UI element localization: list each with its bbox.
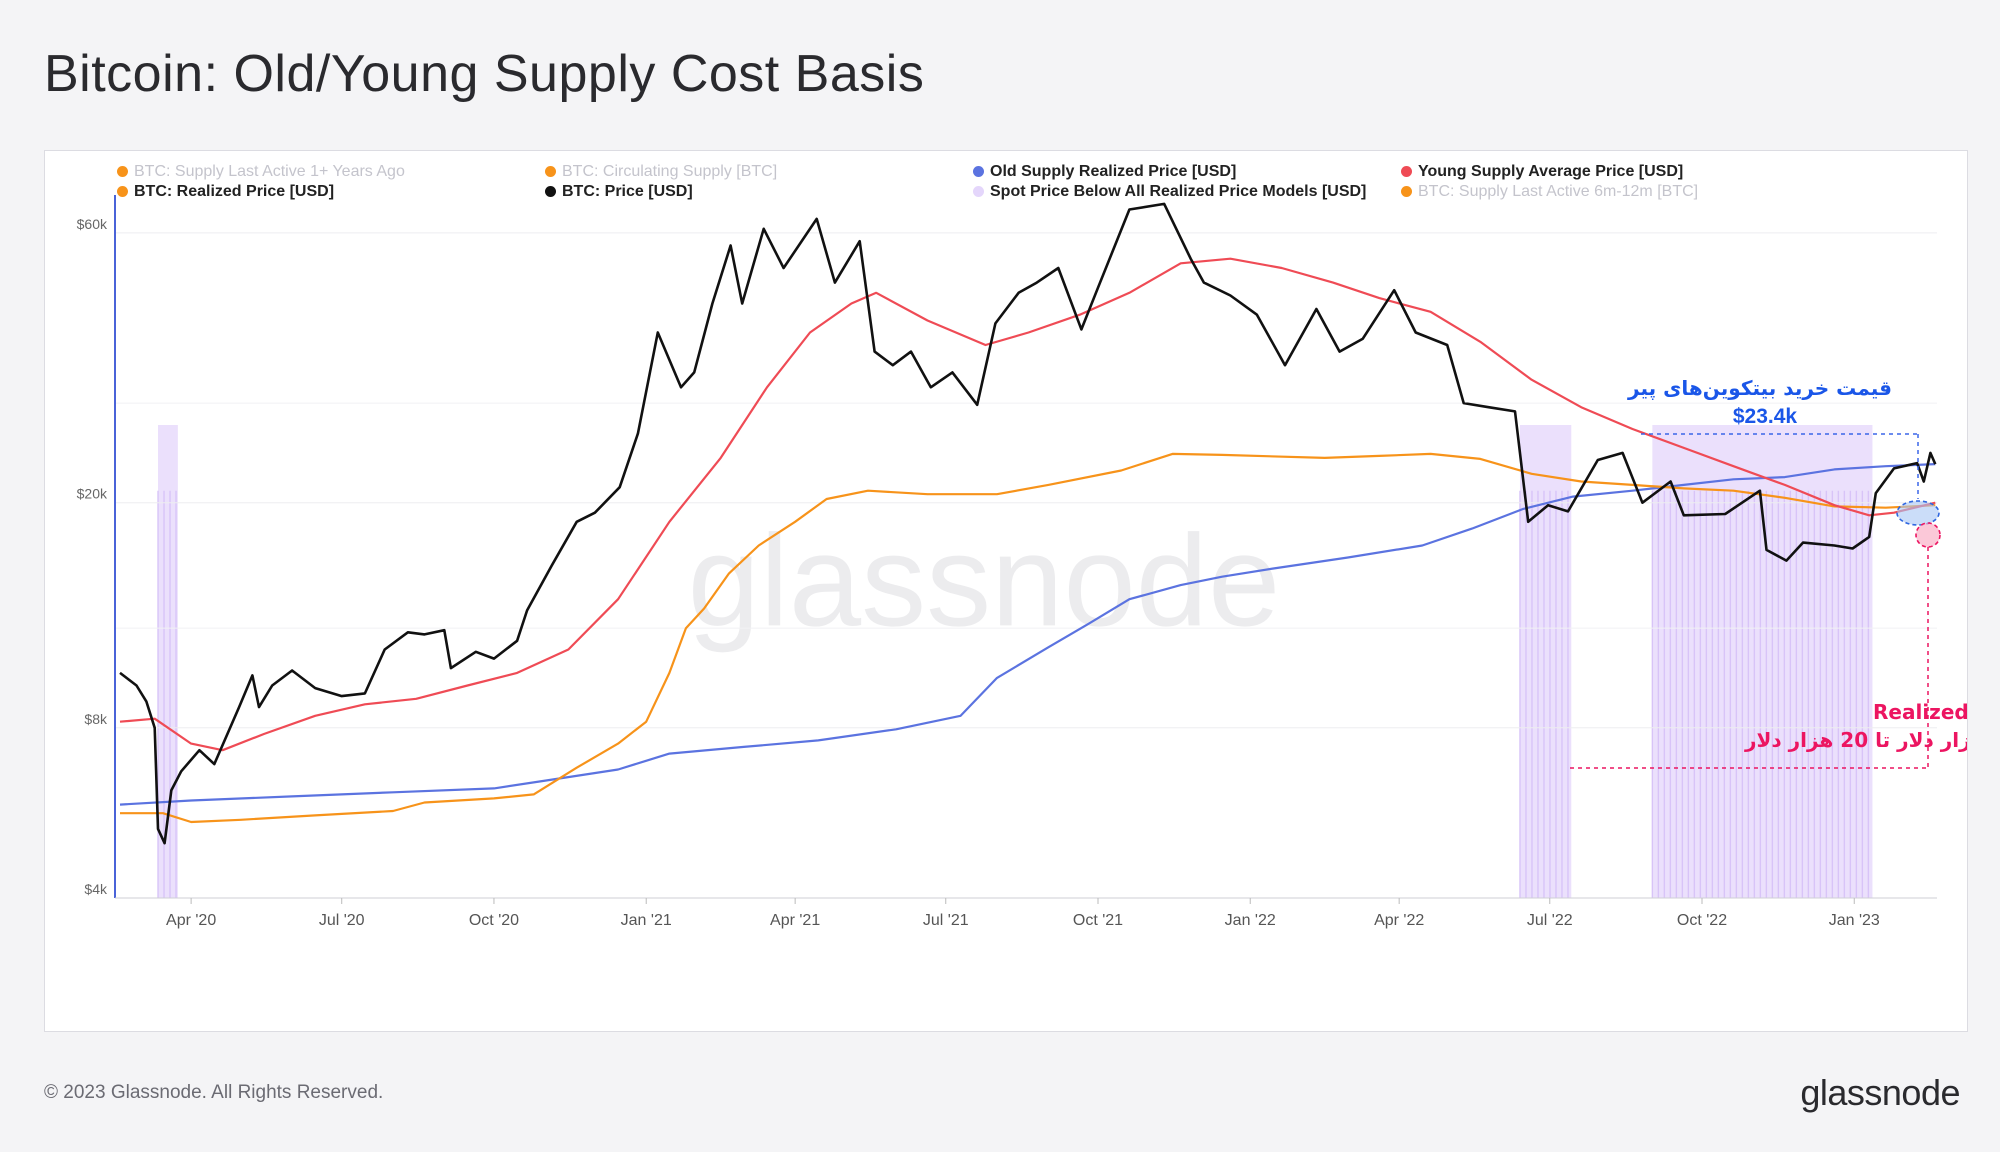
young-price-marker-ring — [1915, 522, 1941, 548]
x-tick-label: Jul '22 — [1527, 912, 1573, 929]
chart-legend: BTC: Supply Last Active 1+ Years Ago BTC… — [117, 163, 1917, 207]
chart-plot: glassnode $4k $8k $20k $60k Apr '20 Jul '20 Oc… — [77, 195, 1967, 929]
y-tick-label: $20k — [77, 486, 108, 502]
young-annotation-line1: قیمت خرید بیتکوین‌های جوان + Realized Pr… — [1873, 700, 1967, 724]
x-tick-label: Oct '21 — [1073, 912, 1123, 929]
x-tick-label: Oct '22 — [1677, 912, 1727, 929]
legend-item-old-supply-realized[interactable]: Old Supply Realized Price [USD] — [973, 163, 1236, 181]
x-tick-label: Oct '20 — [469, 912, 519, 929]
watermark: glassnode — [688, 507, 1281, 653]
legend-item-circulating-supply[interactable]: BTC: Circulating Supply [BTC] — [545, 163, 777, 181]
x-tick-label: Jan '22 — [1225, 912, 1276, 929]
legend-item-supply-6m-12m[interactable]: BTC: Supply Last Active 6m-12m [BTC] — [1401, 183, 1698, 201]
y-tick-label: $60k — [77, 216, 108, 232]
x-tick-label: Jan '21 — [621, 912, 672, 929]
shaded-region — [1519, 425, 1572, 898]
legend-dot-icon — [545, 186, 556, 197]
old-price-marker-ring — [1896, 500, 1940, 526]
legend-dot-icon — [545, 166, 556, 177]
y-tick-label: $4k — [84, 881, 108, 897]
page-title: Bitcoin: Old/Young Supply Cost Basis — [44, 45, 925, 103]
x-tick-label: Jul '20 — [319, 912, 365, 929]
y-tick-label: $8k — [84, 711, 108, 727]
shaded-region — [1652, 425, 1873, 898]
x-tick-label: Apr '21 — [770, 912, 820, 929]
glassnode-logo[interactable]: glassnode — [1800, 1072, 1960, 1113]
young-annotation-line2: 19.8 هزار دلار تا 20 هزار دلار — [1744, 728, 1967, 752]
legend-item-btc-price[interactable]: BTC: Price [USD] — [545, 183, 693, 201]
legend-item-young-supply-avg[interactable]: Young Supply Average Price [USD] — [1401, 163, 1683, 181]
footer-copyright: © 2023 Glassnode. All Rights Reserved. — [44, 1082, 384, 1103]
x-tick-label: Apr '20 — [166, 912, 216, 929]
chart-card: BTC: Supply Last Active 1+ Years Ago BTC… — [44, 150, 1968, 1032]
legend-dot-icon — [117, 186, 128, 197]
legend-item-realized-price[interactable]: BTC: Realized Price [USD] — [117, 183, 334, 201]
x-tick-label: Apr '22 — [1374, 912, 1424, 929]
legend-dot-icon — [1401, 166, 1412, 177]
old-annotation-line2: $23.4k — [1733, 405, 1798, 428]
legend-dot-icon — [117, 166, 128, 177]
series-line-btc-realized-price-usd — [120, 452, 1936, 824]
series-line-btc-price-usd — [119, 202, 1937, 845]
legend-dot-icon — [973, 166, 984, 177]
series-line-young-supply-average-price-usd — [119, 257, 1936, 752]
series-line-old-supply-realized-price-usd — [119, 463, 1936, 806]
x-tick-label: Jan '23 — [1829, 912, 1880, 929]
x-tick-label: Jul '21 — [923, 912, 969, 929]
legend-item-supply-1y[interactable]: BTC: Supply Last Active 1+ Years Ago — [117, 163, 405, 181]
old-annotation-line1: قیمت خرید بیتکوین‌های پیر — [1627, 376, 1892, 401]
legend-item-spot-below-models[interactable]: Spot Price Below All Realized Price Mode… — [973, 183, 1366, 201]
legend-dot-icon — [973, 186, 984, 197]
shaded-region — [158, 425, 178, 898]
legend-dot-icon — [1401, 186, 1412, 197]
